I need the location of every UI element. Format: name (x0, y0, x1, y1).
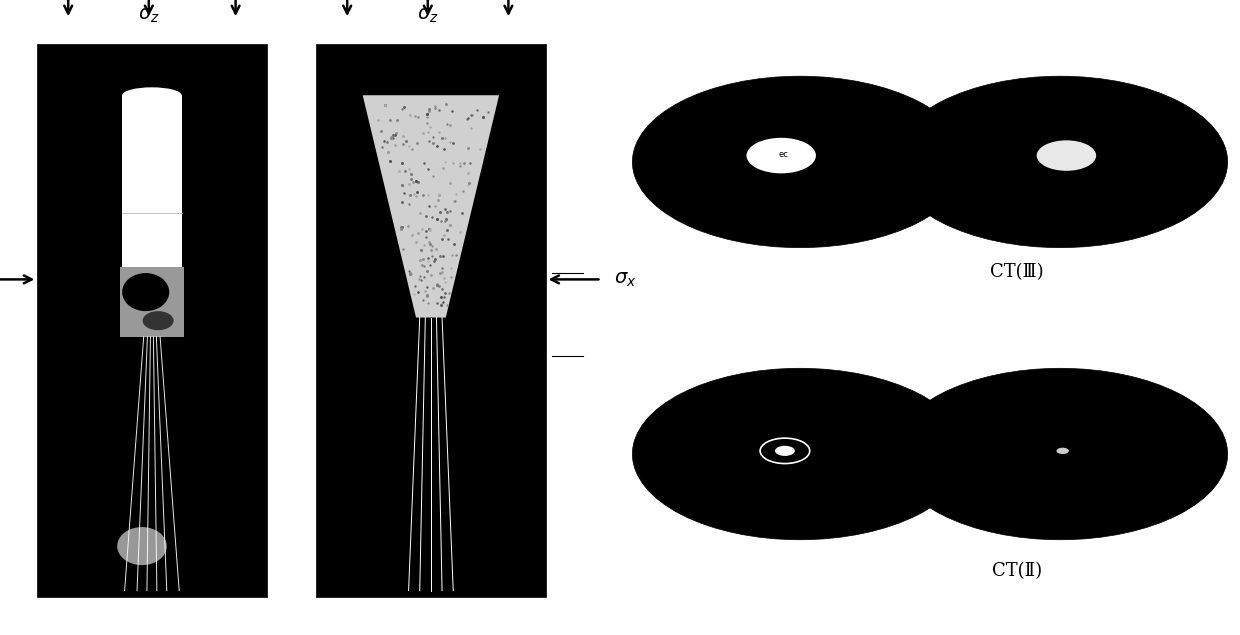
Circle shape (893, 76, 1228, 248)
Circle shape (746, 138, 816, 173)
Bar (119, 267, 184, 337)
Text: ec: ec (779, 150, 789, 159)
Text: $\sigma_z$: $\sigma_z$ (417, 7, 439, 25)
Text: $\sigma_z$: $\sigma_z$ (138, 7, 160, 25)
Circle shape (632, 76, 967, 248)
Ellipse shape (117, 527, 166, 565)
Text: CT(Ⅱ): CT(Ⅱ) (992, 562, 1042, 580)
Polygon shape (363, 95, 498, 318)
Bar (37, 44, 267, 597)
Ellipse shape (122, 88, 181, 103)
Ellipse shape (143, 311, 174, 330)
Circle shape (893, 368, 1228, 540)
Circle shape (1037, 140, 1096, 171)
Text: CT(Ⅲ): CT(Ⅲ) (990, 264, 1044, 281)
Ellipse shape (122, 273, 169, 311)
Bar (122, 95, 182, 267)
Circle shape (760, 438, 810, 464)
Circle shape (632, 368, 967, 540)
Circle shape (775, 446, 795, 456)
Bar (316, 44, 546, 597)
Text: $\sigma_x$: $\sigma_x$ (614, 271, 636, 288)
Circle shape (1056, 448, 1069, 454)
